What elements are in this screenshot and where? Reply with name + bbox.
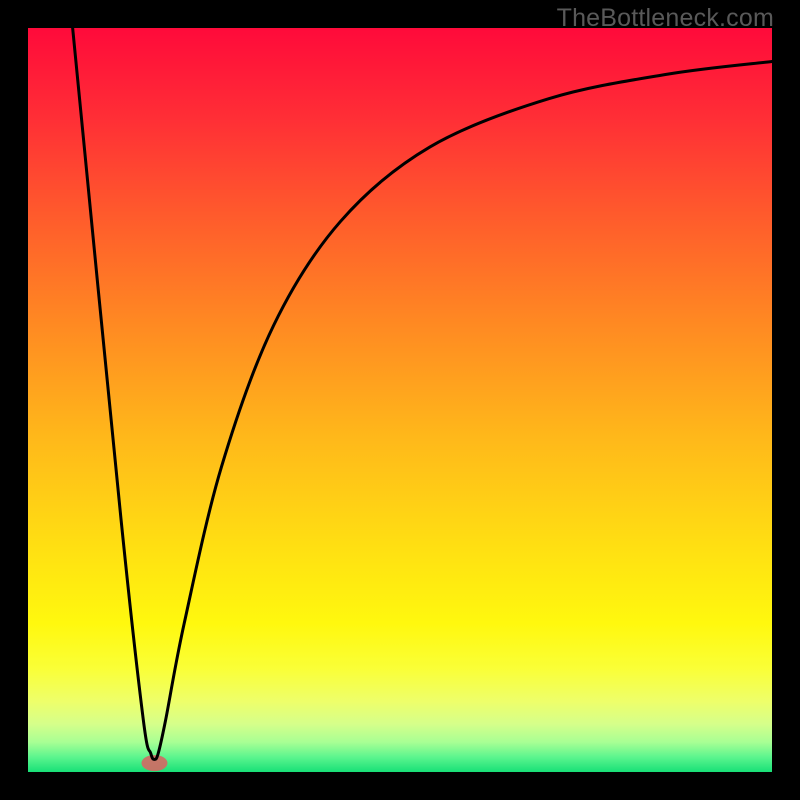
chart-root: TheBottleneck.com (0, 0, 800, 800)
minimum-marker (141, 755, 167, 771)
curve-layer (28, 28, 772, 772)
plot-area (28, 28, 772, 772)
bottleneck-curve (73, 28, 772, 759)
